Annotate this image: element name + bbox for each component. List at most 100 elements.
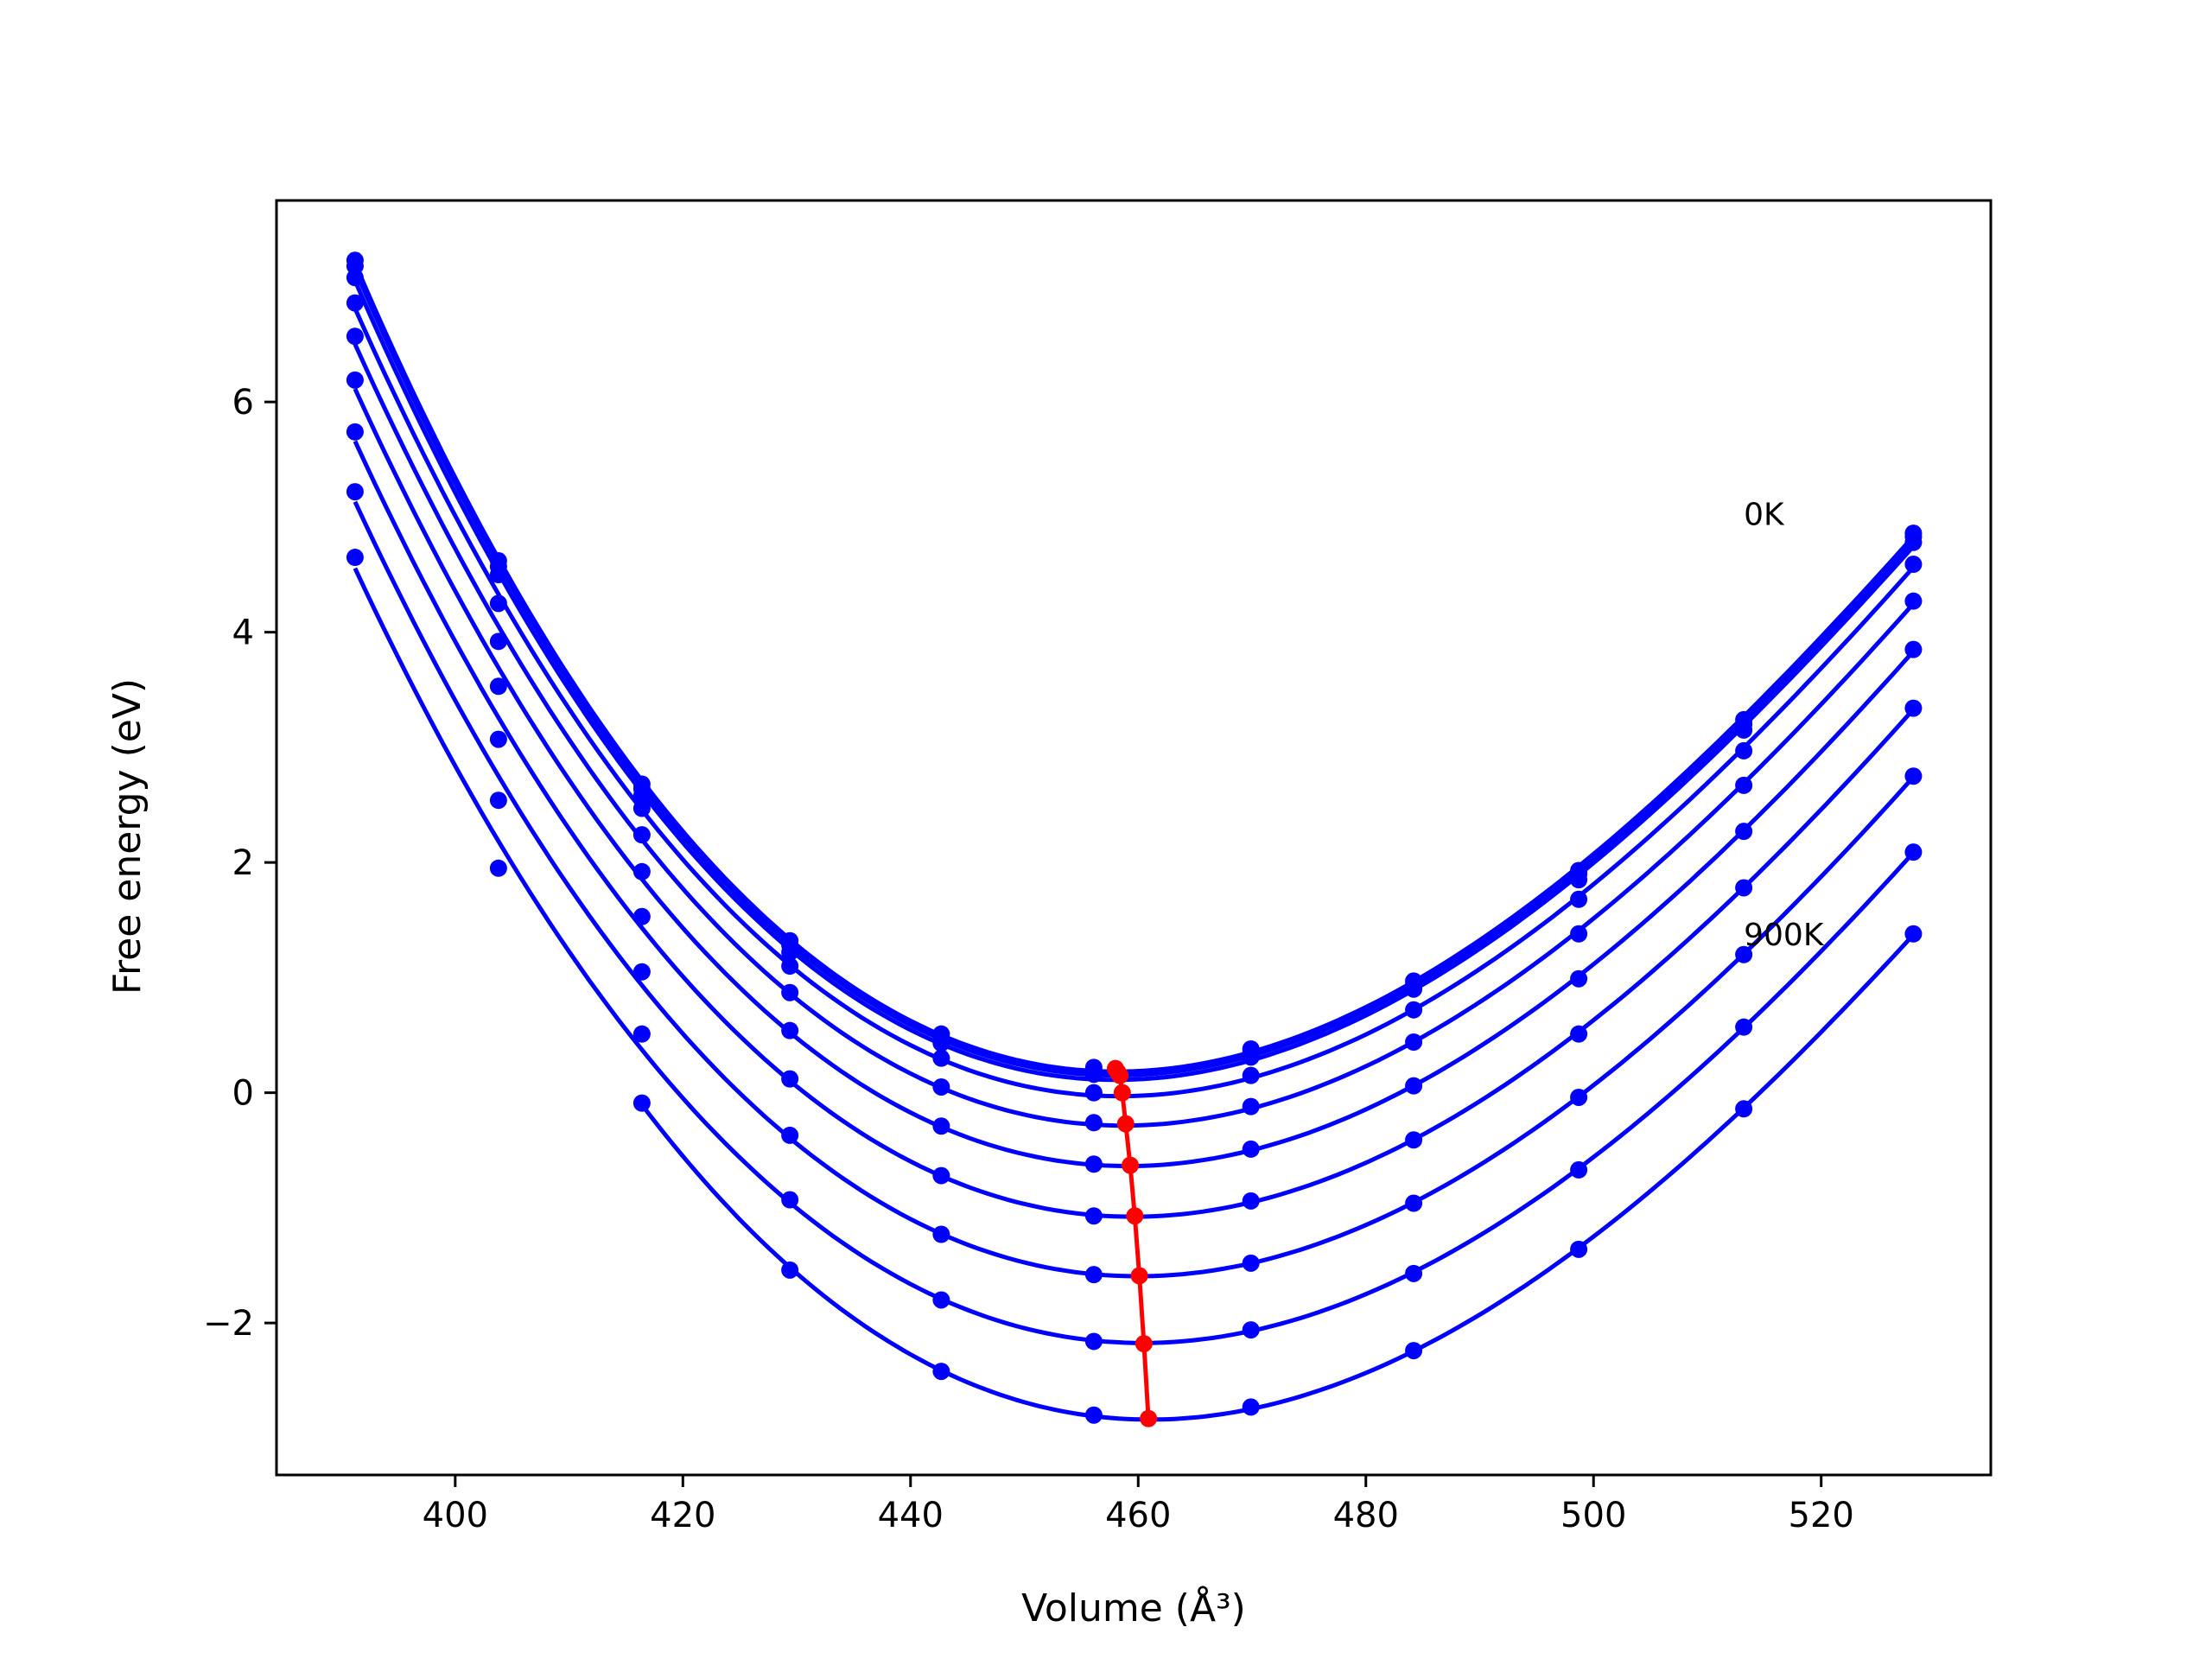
curve-annotations: 0K 900K xyxy=(1744,498,1825,953)
series-3-point-6 xyxy=(1242,1066,1260,1084)
series-8-point-4 xyxy=(932,1291,950,1309)
series-2-point-4 xyxy=(932,1034,950,1052)
series-7-point-6 xyxy=(1242,1254,1260,1272)
series-2-point-6 xyxy=(1242,1048,1260,1066)
series-9-point-1 xyxy=(781,1261,799,1279)
minimum-path-point-9 xyxy=(1140,1409,1158,1427)
series-4-point-4 xyxy=(932,1077,950,1096)
series-6-point-4 xyxy=(932,1166,950,1185)
plot-layer xyxy=(346,251,1923,1427)
series-2-point-10 xyxy=(1904,533,1923,551)
series-9-point-5 xyxy=(1405,1342,1423,1360)
series-7-point-7 xyxy=(1405,1194,1423,1212)
series-3-point-7 xyxy=(1405,1001,1423,1019)
x-tick-label-420: 420 xyxy=(650,1496,715,1535)
series-8-point-0 xyxy=(346,549,364,567)
series-4-point-1 xyxy=(489,632,507,651)
series-7-point-5 xyxy=(1084,1266,1103,1284)
x-tick-label-400: 400 xyxy=(423,1496,488,1535)
series-3-point-8 xyxy=(1570,890,1588,908)
series-1-curve xyxy=(353,268,1916,1078)
series-8-point-2 xyxy=(632,1025,651,1043)
series-9-point-4 xyxy=(1242,1398,1260,1416)
series-9-point-0 xyxy=(632,1094,651,1112)
series-2-point-2 xyxy=(632,786,651,804)
series-6-point-10 xyxy=(1904,699,1923,717)
series-5-point-0 xyxy=(346,371,364,389)
series-3-point-10 xyxy=(1904,556,1923,574)
series-3-curve xyxy=(353,307,1916,1099)
series-6-point-8 xyxy=(1570,1025,1588,1043)
x-axis-label: Volume (Å³) xyxy=(1021,1585,1246,1630)
series-7-point-4 xyxy=(932,1225,950,1243)
minimum-path-point-3 xyxy=(1113,1084,1131,1102)
series-4-point-9 xyxy=(1735,776,1753,794)
series-8-point-7 xyxy=(1405,1264,1423,1282)
series-9-point-6 xyxy=(1570,1240,1588,1258)
series-8-point-5 xyxy=(1084,1332,1103,1351)
y-axis-label: Free energy (eV) xyxy=(105,678,149,995)
series-8-point-3 xyxy=(781,1191,799,1209)
annotation-0: 0K xyxy=(1744,498,1785,533)
series-5-point-8 xyxy=(1570,969,1588,988)
series-8-point-10 xyxy=(1904,843,1923,861)
series-2-point-5 xyxy=(1084,1065,1103,1084)
series-5-point-5 xyxy=(1084,1155,1103,1173)
series-6-point-5 xyxy=(1084,1207,1103,1225)
series-7-point-0 xyxy=(346,483,364,501)
series-2-point-3 xyxy=(781,944,799,962)
series-2-point-0 xyxy=(346,269,364,287)
plot-frame xyxy=(275,199,1993,1477)
series-5-point-7 xyxy=(1405,1077,1423,1095)
series-8-point-6 xyxy=(1242,1321,1260,1339)
y-tick-label-2: 2 xyxy=(232,843,254,883)
minimum-path-point-4 xyxy=(1116,1115,1135,1133)
series-5-point-1 xyxy=(489,677,507,696)
series-3-point-2 xyxy=(632,799,651,817)
annotation-1: 900K xyxy=(1744,918,1825,953)
series-4-point-7 xyxy=(1405,1033,1423,1052)
series-4-point-6 xyxy=(1242,1097,1260,1116)
series-3-point-4 xyxy=(932,1049,950,1067)
series-4-point-0 xyxy=(346,327,364,346)
series-6-point-1 xyxy=(489,730,507,748)
series-9-point-2 xyxy=(932,1363,950,1381)
x-tick-label-500: 500 xyxy=(1560,1496,1626,1535)
y-tick-label-6: 6 xyxy=(232,383,254,423)
series-4-point-3 xyxy=(781,983,799,1001)
series-6-point-9 xyxy=(1735,879,1753,897)
y-tick-label-0: 0 xyxy=(232,1074,254,1114)
series-7-point-2 xyxy=(632,963,651,981)
x-tick-label-480: 480 xyxy=(1333,1496,1399,1535)
series-9-point-7 xyxy=(1735,1100,1753,1118)
minimum-path-point-2 xyxy=(1111,1066,1129,1084)
series-3-point-1 xyxy=(489,594,507,613)
series-3-point-0 xyxy=(346,294,364,312)
series-6-point-2 xyxy=(632,907,651,925)
series-6-point-0 xyxy=(346,423,364,441)
series-7-point-10 xyxy=(1904,767,1923,785)
x-tick-label-520: 520 xyxy=(1789,1496,1854,1535)
series-2-point-1 xyxy=(489,566,507,584)
series-8-point-1 xyxy=(489,859,507,877)
series-5-point-3 xyxy=(781,1021,799,1039)
series-4-point-8 xyxy=(1570,925,1588,943)
series-5-point-2 xyxy=(632,862,651,880)
series-2-point-7 xyxy=(1405,980,1423,998)
series-2-curve xyxy=(353,279,1916,1083)
series-9-point-8 xyxy=(1904,925,1923,943)
series-7-point-8 xyxy=(1570,1088,1588,1106)
series-3-point-3 xyxy=(781,957,799,976)
series-7-point-9 xyxy=(1735,945,1753,963)
series-3-point-9 xyxy=(1735,741,1753,760)
series-7-point-3 xyxy=(781,1126,799,1144)
series-9-point-3 xyxy=(1084,1406,1103,1424)
series-3-point-5 xyxy=(1084,1084,1103,1102)
series-5-point-4 xyxy=(932,1117,950,1135)
series-5-point-6 xyxy=(1242,1140,1260,1158)
series-4-point-10 xyxy=(1904,592,1923,610)
series-8-point-8 xyxy=(1570,1160,1588,1179)
x-tick-label-460: 460 xyxy=(1105,1496,1171,1535)
